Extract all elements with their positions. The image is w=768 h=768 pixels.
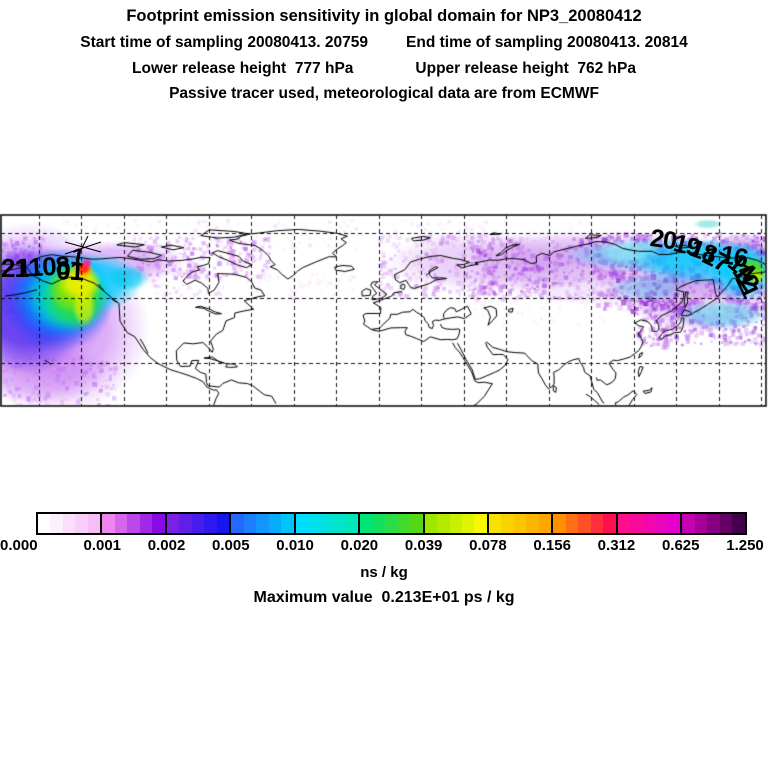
colorbar-cell — [243, 514, 257, 533]
colorbar-cell — [164, 514, 180, 533]
colorbar-cell — [127, 514, 140, 533]
colorbar-tick-label: 0.312 — [597, 537, 636, 554]
end-time-label: End time of sampling 20080413. 20814 — [406, 34, 688, 51]
colorbar-cell — [114, 514, 128, 533]
colorbar-tick-label: 0.625 — [661, 537, 700, 554]
upper-height-label: Upper release height 762 hPa — [415, 60, 636, 77]
colorbar-tick-label: 0.039 — [404, 537, 443, 554]
colorbar-cell — [179, 514, 192, 533]
colorbar-cell — [578, 514, 591, 533]
colorbar-cell — [281, 514, 294, 533]
colorbar-cell — [526, 514, 539, 533]
page-title: Footprint emission sensitivity in global… — [126, 7, 642, 25]
colorbar-cell — [615, 514, 631, 533]
colorbar-cell — [603, 514, 616, 533]
colorbar-cell — [410, 514, 423, 533]
colorbar-cell — [293, 514, 309, 533]
colorbar-cell — [87, 514, 101, 533]
colorbar-tick-label: 0.002 — [147, 537, 186, 554]
colorbar-cell — [308, 514, 321, 533]
colorbar-cell — [268, 514, 282, 533]
colorbar-cell — [320, 514, 334, 533]
colorbar-cell — [229, 514, 244, 533]
colorbar-cell — [422, 514, 438, 533]
sampling-time-line: Start time of sampling 20080413. 20759 En… — [0, 34, 768, 52]
colorbar-cell — [50, 514, 63, 533]
colorbar-cell — [62, 514, 76, 533]
colorbar-cell — [565, 514, 579, 533]
colorbar-tick-label: 0.078 — [469, 537, 507, 554]
colorbar-cell — [449, 514, 462, 533]
colorbar-cell — [191, 514, 205, 533]
colorbar-cell — [707, 514, 720, 533]
colorbar-cell — [461, 514, 475, 533]
colorbar-cell — [486, 514, 502, 533]
colorbar-cell — [667, 514, 681, 533]
colorbar-units-label: ns / kg — [360, 564, 408, 581]
colorbar-tick-label: 0.005 — [212, 537, 250, 554]
colorbar-cell — [474, 514, 487, 533]
colorbar-cell — [437, 514, 450, 533]
colorbar-tick-label: 0.000 — [0, 537, 38, 554]
colorbar-cell — [372, 514, 386, 533]
colorbar-cell — [513, 514, 527, 533]
colorbar-cell — [694, 514, 708, 533]
colorbar-cell — [333, 514, 346, 533]
colorbar-cell — [590, 514, 604, 533]
release-height-line: Lower release height 777 hPa Upper releas… — [0, 60, 768, 78]
colorbar-tick-label: 0.020 — [340, 537, 379, 554]
colorbar-cell — [385, 514, 398, 533]
colorbar-cell — [642, 514, 656, 533]
start-time-label: Start time of sampling 20080413. 20759 — [80, 34, 369, 51]
colorbar-cell — [680, 514, 695, 533]
colorbar-cell — [501, 514, 514, 533]
max-value-label: Maximum value 0.213E+01 ps / kg — [253, 589, 515, 606]
colorbar-tick-label: 1.250 — [726, 537, 764, 554]
colorbar-tick-label: 0.010 — [276, 537, 314, 554]
colorbar-tick-label: 0.001 — [83, 537, 122, 554]
lower-height-label: Lower release height 777 hPa — [132, 60, 354, 77]
colorbar-cell — [75, 514, 88, 533]
colorbar-cell — [38, 514, 51, 533]
colorbar-cell — [732, 514, 745, 533]
colorbar-cell — [345, 514, 359, 533]
colorbar-cell — [216, 514, 230, 533]
colorbar-cell — [630, 514, 643, 533]
colorbar-cell — [100, 514, 115, 533]
colorbar-cell — [152, 514, 165, 533]
colorbar-cell — [655, 514, 668, 533]
colorbar-cell — [256, 514, 269, 533]
colorbar-cell — [397, 514, 411, 533]
tracer-info-label: Passive tracer used, meteorological data… — [169, 85, 599, 102]
colorbar-cell — [204, 514, 217, 533]
colorbar-cell — [719, 514, 733, 533]
colorbar-cell — [358, 514, 373, 533]
colorbar-cell — [139, 514, 153, 533]
colorbar-cell — [538, 514, 552, 533]
colorbar-tick-label: 0.156 — [533, 537, 571, 554]
colorbar — [36, 512, 747, 535]
colorbar-cell — [551, 514, 566, 533]
